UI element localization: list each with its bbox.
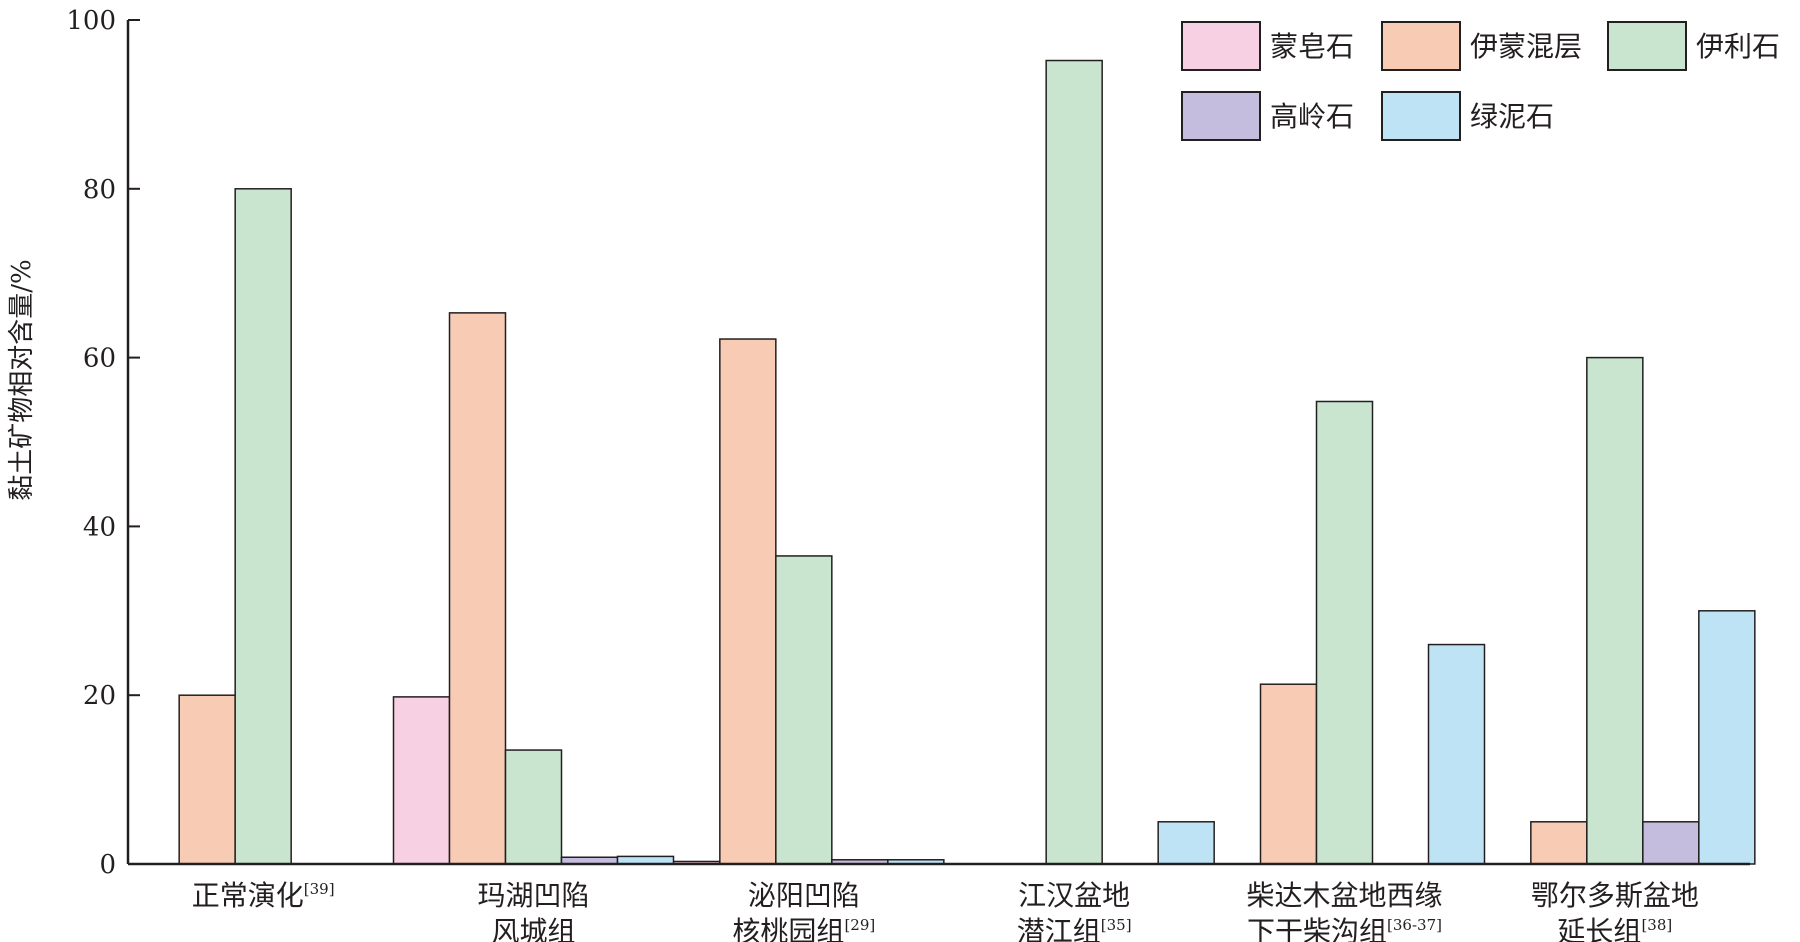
bar-4-3 [1157,821,1215,865]
y-tick-label: 60 [83,344,116,374]
bar-2-4 [1315,400,1374,865]
y-tick-label: 0 [99,850,116,880]
axes-group [126,20,1750,866]
legend-swatch [1381,91,1461,141]
x-category-label: 延长组[38] [1557,915,1672,942]
reference-superscript: [38] [1641,916,1672,934]
bar-2-0 [234,188,292,865]
reference-superscript: [35] [1101,916,1132,934]
y-axis-label: 黏土矿物相对含量/% [7,259,37,500]
bar-3-5 [1642,821,1700,865]
reference-superscript: [39] [304,880,335,898]
legend-label: 高岭石 [1270,100,1354,133]
bar-2-3 [1045,59,1103,865]
reference-superscript: [36-37] [1387,916,1442,934]
bar-1-2 [719,338,777,865]
x-category-label: 柴达木盆地西缘 [1246,879,1442,912]
x-category-label: 泌阳凹陷 [748,879,860,912]
bar-4-4 [1427,643,1486,865]
x-category-label: 潜江组[35] [1017,915,1132,942]
legend-label: 绿泥石 [1470,100,1554,133]
y-ticks-group: 0 20 40 60 80 100 [66,6,140,880]
bar-2-5 [1586,356,1644,865]
bar-1-4 [1259,683,1318,865]
x-category-label: 江汉盆地 [1018,879,1130,912]
bar-2-1 [504,749,563,865]
legend-swatch [1607,21,1687,71]
bar-2-2 [775,555,833,865]
legend-swatch [1381,21,1461,71]
x-category-label: 风城组 [491,915,575,942]
legend-label: 伊利石 [1696,30,1780,63]
bar-0-1 [392,696,451,865]
legend-swatch [1181,91,1261,141]
x-category-label: 正常演化[39] [192,879,335,912]
bar-1-0 [178,694,236,865]
legend-swatch [1181,21,1261,71]
legend-label: 伊蒙混层 [1470,30,1582,63]
bar-1-1 [448,312,507,865]
x-category-label: 核桃园组[29] [732,915,875,942]
y-tick-label: 20 [83,681,116,711]
legend-label: 蒙皂石 [1270,30,1354,63]
x-category-label: 下干柴沟组[36-37] [1247,915,1442,942]
x-category-label: 玛湖凹陷 [477,879,589,912]
reference-superscript: [29] [844,916,875,934]
bar-1-5 [1530,821,1588,865]
y-tick-label: 100 [66,6,116,36]
bar-4-5 [1698,610,1756,865]
y-tick-label: 40 [83,512,116,542]
x-category-label: 鄂尔多斯盆地 [1531,879,1699,912]
y-tick-label: 80 [83,175,116,205]
bars-group [178,59,1756,865]
